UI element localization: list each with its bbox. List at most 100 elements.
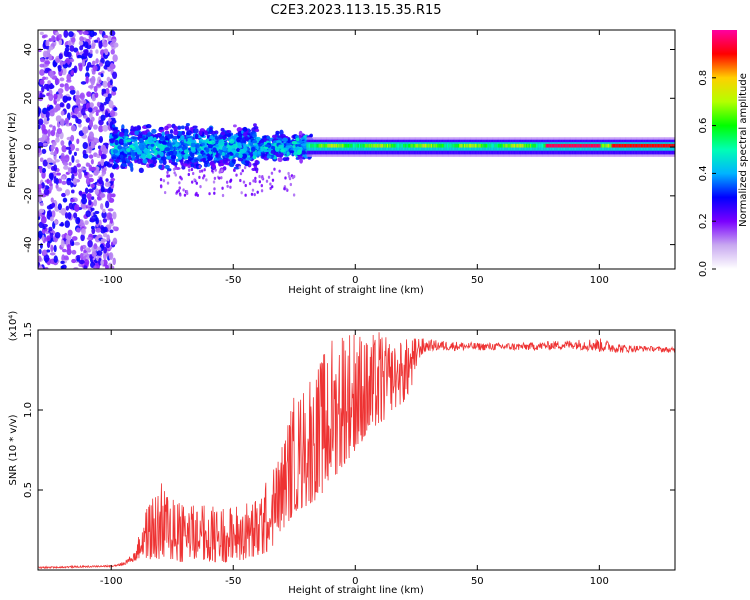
spectrogram-band-core	[510, 143, 513, 148]
spectrogram-cell	[105, 142, 109, 150]
spectrogram-cell	[193, 158, 199, 162]
spectrogram-cell	[86, 236, 93, 241]
spectrogram-cell	[63, 30, 69, 38]
spectrogram-cell	[38, 208, 45, 214]
spectrogram-cell	[93, 85, 98, 93]
spectrogram-band-core	[487, 143, 490, 148]
snr-y-multiplier: (x10⁴)	[8, 311, 19, 342]
spectrogram-cell	[49, 173, 54, 181]
spectrogram-band-core	[321, 143, 324, 148]
spectrogram-cell	[69, 45, 75, 52]
spectrogram-band-core	[405, 143, 408, 148]
spectrogram-cell	[183, 193, 187, 197]
spectrogram-cell	[65, 146, 71, 150]
spectrogram-band-core	[573, 143, 576, 148]
spectrogram-band-core	[373, 143, 376, 148]
spectrogram-cell	[271, 178, 275, 182]
spectrogram-cell	[220, 131, 226, 136]
spectrogram-cell	[190, 142, 197, 148]
spectrogram-cell	[229, 185, 232, 189]
spectrogram-cell	[194, 133, 199, 140]
spectrogram-cell	[58, 34, 62, 39]
spectrogram-cell	[91, 60, 96, 66]
spectrogram-cell	[238, 153, 243, 158]
spectrogram-band-core	[599, 143, 602, 148]
spectrogram-band-core	[544, 143, 547, 148]
spectrogram-band-core	[637, 143, 640, 148]
spectrogram-cell	[209, 161, 214, 166]
spectrogram-cell	[222, 135, 227, 141]
spectrogram-band-core	[446, 143, 450, 148]
spectrogram-cell	[148, 163, 155, 168]
spectrogram-cell	[289, 182, 293, 187]
spectrogram-cell	[77, 168, 83, 174]
spectrogram-band-core	[521, 143, 524, 148]
spectrogram-cell	[48, 104, 54, 110]
spectrogram-band-core	[432, 143, 435, 148]
spectrogram-cell	[70, 69, 75, 76]
x-tick-label: -50	[225, 576, 241, 587]
spectrogram-cell	[139, 138, 144, 143]
spectrogram-cell	[85, 210, 91, 218]
spectrogram-cell	[89, 167, 96, 171]
spectrogram-cell	[229, 178, 233, 182]
spectrogram-band-core	[576, 143, 579, 148]
spectrogram-cell	[225, 180, 229, 184]
spectrogram-cell	[56, 172, 61, 176]
spectrogram-cell	[51, 145, 56, 149]
spectrogram-cell	[100, 144, 106, 152]
spectrogram-band-core	[645, 143, 648, 148]
spectrogram-band-core	[349, 143, 352, 148]
spectrogram-cell	[72, 165, 78, 174]
spectrogram-cell	[241, 169, 244, 173]
spectrogram-cell	[76, 118, 82, 125]
spectrogram-cell	[67, 229, 73, 236]
y-tick-label: 20	[23, 92, 34, 105]
spectrogram-band-core	[611, 143, 614, 148]
spectrogram-cell	[94, 188, 100, 196]
spectrogram-band-core	[317, 143, 320, 148]
spectrogram-band-core	[621, 143, 624, 148]
spectrogram-band-core	[511, 143, 514, 148]
spectrogram-cell	[252, 133, 257, 138]
spectrogram-cell	[250, 146, 256, 152]
spectrogram-cell	[71, 258, 77, 264]
spectrogram-cell	[88, 200, 92, 206]
spectrogram-cell	[102, 41, 108, 48]
spectrogram-cell	[152, 149, 158, 156]
spectrogram-cell	[162, 179, 166, 183]
spectrogram-cell	[42, 159, 48, 167]
spectrogram-cell	[249, 151, 254, 157]
spectrogram-band-core	[512, 143, 515, 148]
spectrogram-band-core	[379, 143, 382, 148]
spectrogram-cell	[87, 239, 93, 248]
spectrogram-cell	[100, 203, 104, 210]
spectrogram-band-core	[319, 143, 323, 148]
spectrogram-cell	[143, 148, 149, 154]
spectrogram-cell	[94, 210, 100, 215]
spectrogram-band-core	[407, 143, 410, 148]
spectrogram-cell	[187, 172, 191, 177]
spectrogram-cell	[98, 178, 103, 185]
spectrogram-band-core	[485, 143, 489, 148]
spectrogram-cell	[94, 92, 99, 98]
spectrogram-band-core	[346, 143, 349, 148]
spectrogram-cell	[226, 184, 229, 188]
spectrogram-band-core	[433, 143, 436, 148]
x-tick-label: 100	[590, 275, 609, 286]
spectrogram-cell	[55, 178, 59, 185]
spectrogram-band-core	[601, 143, 604, 148]
spectrogram-band-core	[365, 143, 368, 148]
spectrogram-cell	[78, 63, 83, 72]
spectrogram-cell	[267, 175, 271, 179]
spectrogram-band-core	[562, 143, 565, 148]
spectrogram-band-core	[380, 143, 384, 148]
spectrogram-band-core	[439, 143, 442, 148]
spectrogram-cell	[98, 30, 103, 35]
spectrogram-cell	[236, 148, 241, 153]
spectrogram-cell	[60, 118, 65, 127]
spectrogram-cell	[298, 140, 304, 144]
spectrogram-cell	[52, 125, 56, 132]
spectrogram-cell	[91, 251, 97, 257]
spectrogram-cell	[285, 145, 290, 149]
